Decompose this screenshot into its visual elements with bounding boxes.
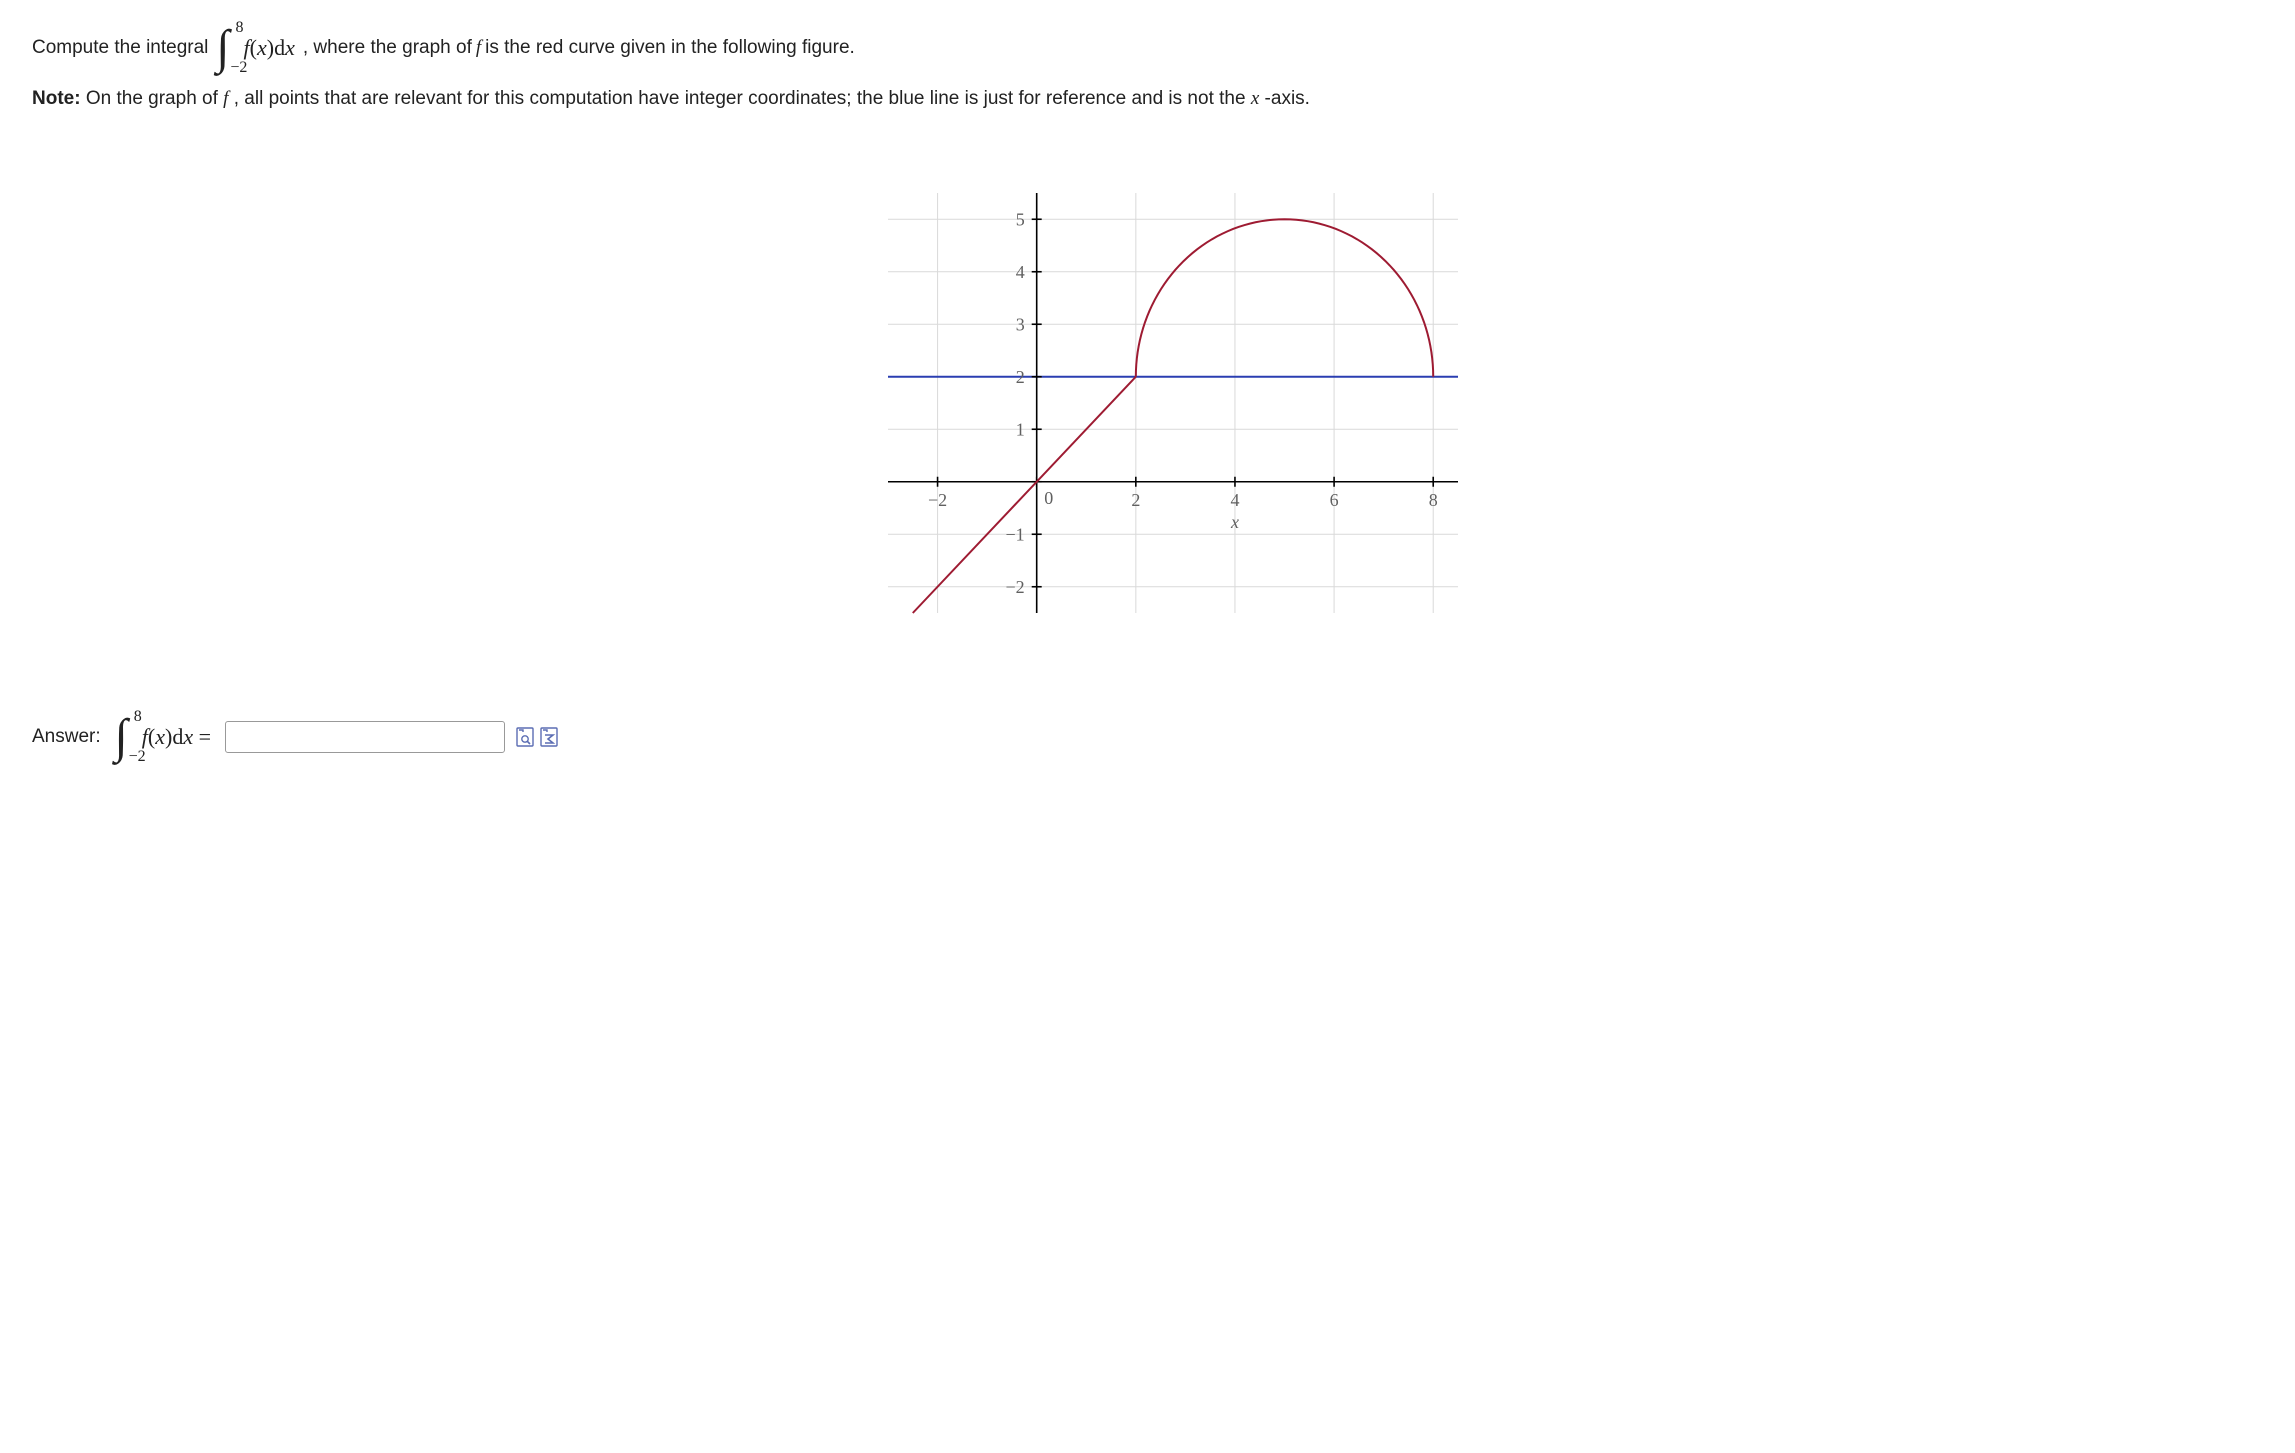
equation-editor-icon[interactable] — [539, 726, 559, 748]
svg-text:x: x — [1229, 511, 1238, 531]
integral-upper-limit: 8 — [236, 20, 244, 36]
function-graph: −2 2 4 6 8 0 −2 −1 1 2 3 4 5 x — [818, 173, 1478, 633]
answer-label: Answer: — [32, 726, 101, 748]
intro-text: Compute the integral — [32, 35, 208, 62]
svg-text:1: 1 — [1015, 419, 1024, 439]
svg-text:4: 4 — [1230, 489, 1239, 509]
answer-integral-lower: −2 — [129, 749, 146, 765]
integrand-text: f(x)dx — [244, 33, 295, 64]
svg-text:2: 2 — [1015, 366, 1024, 386]
answer-row: Answer: ∫ 8 −2 f(x)dx = — [32, 713, 2263, 761]
svg-text:−1: −1 — [1005, 524, 1024, 544]
svg-text:6: 6 — [1329, 489, 1338, 509]
note-part-3: -axis. — [1265, 88, 1310, 109]
problem-statement: Compute the integral ∫ 8 −2 f(x)dx , whe… — [32, 24, 2263, 72]
svg-text:3: 3 — [1015, 314, 1024, 334]
answer-integrand: f(x)dx = — [142, 724, 211, 750]
note-part-2: , all points that are relevant for this … — [234, 88, 1251, 109]
svg-text:−2: −2 — [927, 489, 946, 509]
intro-end: is the red curve given in the following … — [485, 35, 855, 62]
integral-lower-limit: −2 — [230, 60, 247, 76]
note-label: Note: — [32, 88, 81, 109]
chart-container: −2 2 4 6 8 0 −2 −1 1 2 3 4 5 x — [32, 173, 2263, 633]
answer-integral-upper: 8 — [134, 709, 142, 725]
x-symbol: x — [1251, 88, 1259, 109]
integral-sign: ∫ 8 −2 — [216, 24, 229, 72]
answer-integral-expression: ∫ 8 −2 f(x)dx = — [115, 713, 211, 761]
input-toolbar — [515, 726, 559, 748]
f-symbol-2: f — [223, 88, 228, 109]
integral-expression: ∫ 8 −2 f(x)dx — [216, 24, 294, 72]
intro-after-comma: , where the graph of — [303, 35, 472, 62]
svg-text:0: 0 — [1044, 487, 1053, 507]
svg-text:4: 4 — [1015, 261, 1024, 281]
note-part-1: On the graph of — [86, 88, 223, 109]
svg-text:8: 8 — [1428, 489, 1437, 509]
svg-text:2: 2 — [1131, 489, 1140, 509]
f-symbol: f — [476, 35, 481, 62]
svg-text:5: 5 — [1015, 209, 1024, 229]
note-statement: Note: On the graph of f , all points tha… — [32, 86, 2263, 113]
answer-input[interactable] — [225, 721, 505, 753]
svg-text:−2: −2 — [1005, 576, 1024, 596]
answer-integral-sign: ∫ 8 −2 — [115, 713, 128, 761]
preview-icon[interactable] — [515, 726, 535, 748]
